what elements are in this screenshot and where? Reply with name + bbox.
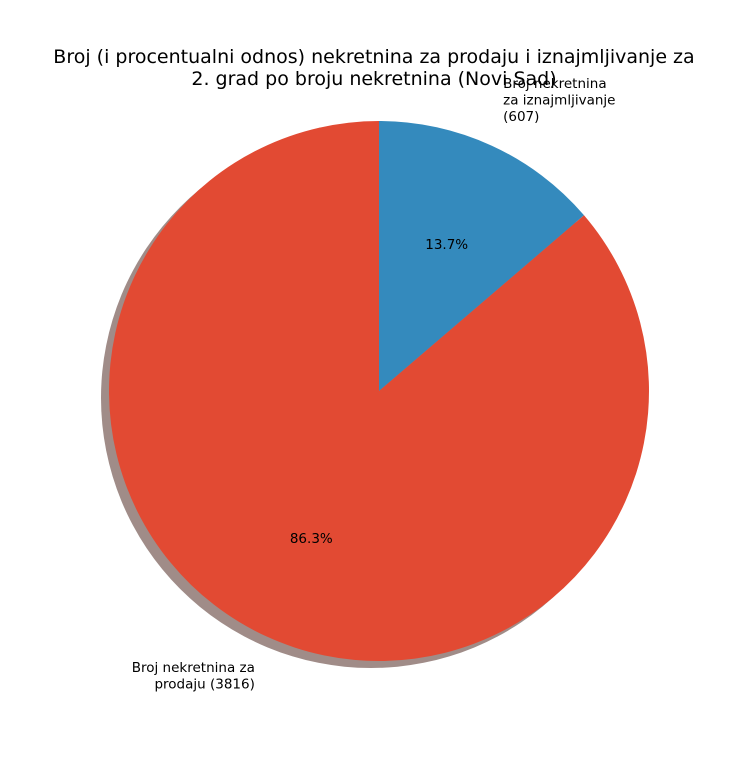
pie-slice-label-line: za iznajmljivanje [503,93,615,109]
pie-slice-label-line: Broj nekretnina za [132,660,255,676]
pie-slice-label-line: Broj nekretnina [503,76,607,92]
chart-title-line-1: Broj (i procentualni odnos) nekretnina z… [53,46,694,68]
pie-slice-label-line: (607) [503,109,539,125]
chart-title: Broj (i procentualni odnos) nekretnina z… [53,46,694,90]
pie-slices [108,121,649,661]
pie-slice-label-line: prodaju (3816) [154,676,254,692]
pie-slice-0 [379,121,585,391]
pie-percent-label-0: 13.7% [425,237,468,253]
pie-percent-label-1: 86.3% [290,531,333,547]
pie-labels: 13.7% Broj nekretnina za iznajmljivanje (60… [132,76,616,692]
pie-slice-label-1: Broj nekretnina za prodaju (3816) [132,660,255,693]
chart-title-line-2: 2. grad po broju nekretnina (Novi Sad) [191,68,556,90]
pie-slice-label-0: Broj nekretnina za iznajmljivanje (607) [503,76,615,125]
pie-slice-1 [108,121,649,661]
